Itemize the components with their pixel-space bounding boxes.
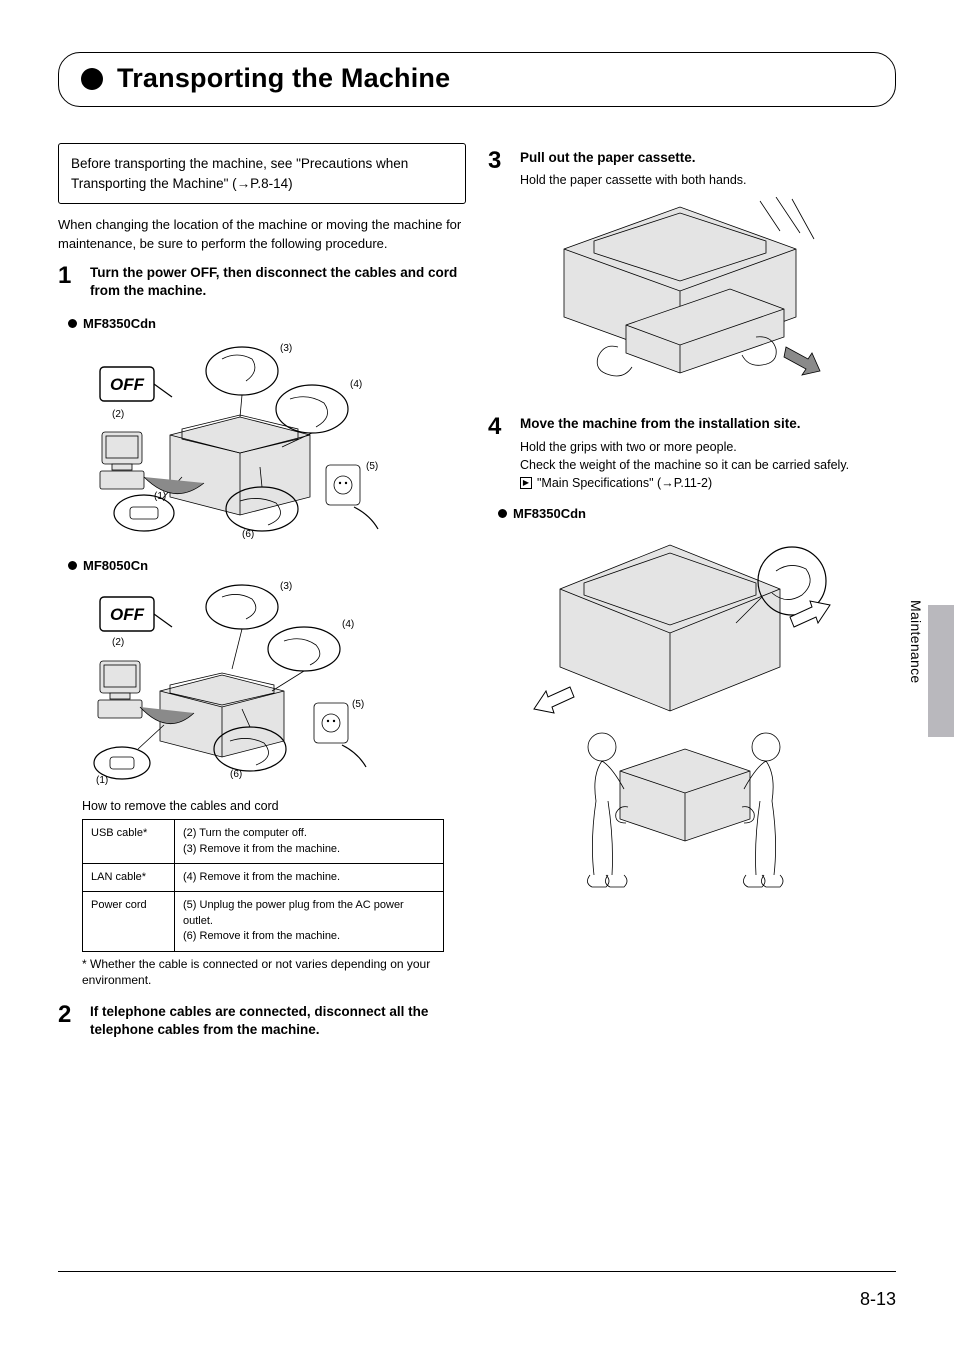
cell: Power cord bbox=[83, 892, 175, 951]
bullet-icon bbox=[68, 319, 77, 328]
step-3: 3 Pull out the paper cassette. Hold the … bbox=[488, 149, 896, 189]
bullet-icon bbox=[498, 509, 507, 518]
step-1: 1 Turn the power OFF, then disconnect th… bbox=[58, 264, 466, 300]
reference-text: "Main Specifications" (→P.11-2) bbox=[537, 476, 712, 490]
step-subtext: Check the weight of the machine so it ca… bbox=[520, 456, 896, 474]
svg-text:(2): (2) bbox=[112, 409, 124, 420]
cable-removal-table: USB cable* (2) Turn the computer off. (3… bbox=[82, 819, 444, 951]
model-heading-mf8050: MF8050Cn bbox=[68, 558, 466, 573]
svg-text:(3): (3) bbox=[280, 343, 292, 354]
svg-text:OFF: OFF bbox=[110, 605, 145, 624]
page-number: 8-13 bbox=[860, 1289, 896, 1310]
model-label: MF8050Cn bbox=[83, 558, 148, 573]
chapter-tab bbox=[928, 605, 954, 737]
step-number: 2 bbox=[58, 1003, 76, 1039]
cell: (2) Turn the computer off. (3) Remove it… bbox=[175, 820, 444, 864]
cell: USB cable* bbox=[83, 820, 175, 864]
step-title: Pull out the paper cassette. bbox=[520, 149, 896, 167]
cross-reference: ▶ "Main Specifications" (→P.11-2) bbox=[520, 476, 896, 490]
model-label: MF8350Cdn bbox=[83, 316, 156, 331]
svg-text:(3): (3) bbox=[280, 581, 292, 592]
svg-text:(6): (6) bbox=[242, 529, 254, 540]
right-column: 3 Pull out the paper cassette. Hold the … bbox=[488, 143, 896, 1048]
cable-diagram-mf8050: OFF (2) (3) bbox=[82, 579, 466, 789]
step-number: 3 bbox=[488, 149, 506, 189]
step-subtext: Hold the paper cassette with both hands. bbox=[520, 171, 896, 189]
note-box: Before transporting the machine, see "Pr… bbox=[58, 143, 466, 204]
svg-text:(5): (5) bbox=[366, 461, 378, 472]
model-label: MF8350Cdn bbox=[513, 506, 586, 521]
step-title: Turn the power OFF, then disconnect the … bbox=[90, 264, 466, 300]
left-column: Before transporting the machine, see "Pr… bbox=[58, 143, 466, 1048]
model-heading-mf8350-b: MF8350Cdn bbox=[498, 506, 896, 521]
table-row: Power cord (5) Unplug the power plug fro… bbox=[83, 892, 444, 951]
step-number: 1 bbox=[58, 264, 76, 300]
svg-text:(6): (6) bbox=[230, 769, 242, 780]
chapter-label: Maintenance bbox=[908, 600, 924, 683]
step-subtext: Hold the grips with two or more people. bbox=[520, 438, 896, 456]
table-row: LAN cable* (4) Remove it from the machin… bbox=[83, 864, 444, 892]
svg-text:OFF: OFF bbox=[110, 375, 145, 394]
table-caption: How to remove the cables and cord bbox=[82, 799, 466, 813]
svg-text:(1): (1) bbox=[96, 775, 108, 786]
table-row: USB cable* (2) Turn the computer off. (3… bbox=[83, 820, 444, 864]
bullet-icon bbox=[68, 561, 77, 570]
step-number: 4 bbox=[488, 415, 506, 489]
cell: (4) Remove it from the machine. bbox=[175, 864, 444, 892]
cassette-diagram bbox=[530, 197, 896, 397]
title-text: Transporting the Machine bbox=[117, 63, 450, 94]
intro-paragraph: When changing the location of the machin… bbox=[58, 216, 466, 254]
model-heading-mf8350: MF8350Cdn bbox=[68, 316, 466, 331]
title-bullet-icon bbox=[81, 68, 103, 90]
cell: (5) Unplug the power plug from the AC po… bbox=[175, 892, 444, 951]
step-4: 4 Move the machine from the installation… bbox=[488, 415, 896, 489]
grip-diagram bbox=[530, 527, 896, 907]
cable-diagram-mf8350: OFF (2) (3) bbox=[82, 337, 466, 542]
cell: LAN cable* bbox=[83, 864, 175, 892]
section-title: Transporting the Machine bbox=[58, 52, 896, 107]
table-footnote: * Whether the cable is connected or not … bbox=[82, 956, 466, 990]
svg-text:(4): (4) bbox=[342, 619, 354, 630]
footer-rule bbox=[58, 1271, 896, 1272]
svg-text:(4): (4) bbox=[350, 379, 362, 390]
step-2: 2 If telephone cables are connected, dis… bbox=[58, 1003, 466, 1039]
step-title: Move the machine from the installation s… bbox=[520, 415, 896, 433]
svg-text:(2): (2) bbox=[112, 637, 124, 648]
step-title: If telephone cables are connected, disco… bbox=[90, 1003, 466, 1039]
reference-icon: ▶ bbox=[520, 477, 532, 489]
svg-text:(5): (5) bbox=[352, 699, 364, 710]
